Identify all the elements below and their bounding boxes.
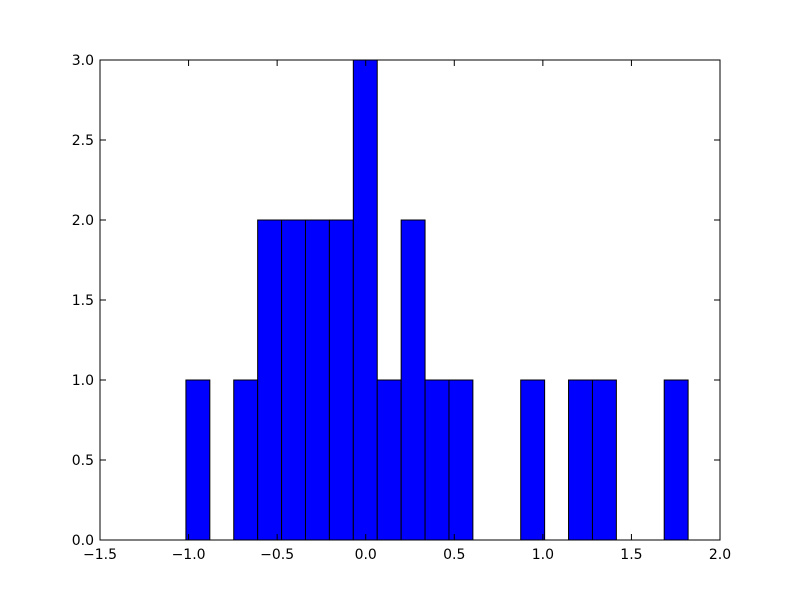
x-tick-label: −1.0 [172,547,206,563]
histogram-bar [233,379,259,541]
y-tick-label: 1.5 [72,293,94,309]
histogram-bar [663,379,689,541]
histogram-bar [257,219,283,541]
y-tick-label: 1.0 [72,373,94,389]
histogram-bar [400,219,426,541]
y-tick-label: 0.0 [72,533,94,549]
histogram-bar [281,219,306,541]
y-tick-label: 2.0 [72,213,94,229]
histogram-bar [520,379,546,541]
histogram-bar [448,379,474,541]
x-tick-label: 0.5 [443,547,465,563]
histogram-bar [185,379,211,541]
x-tick-label: 1.0 [532,547,554,563]
histogram-bar [352,59,378,541]
x-tick-label: −0.5 [260,547,294,563]
x-tick-label: 0.0 [355,547,377,563]
y-tick-label: 0.5 [72,453,94,469]
histogram-bar [591,379,617,541]
y-tick-label: 3.0 [72,53,94,69]
x-tick-label: 2.0 [709,547,731,563]
histogram-bar [328,219,354,541]
histogram-bar [376,379,402,541]
histogram-bar [568,379,593,541]
x-tick-label: −1.5 [83,547,117,563]
histogram-bar [424,379,450,541]
histogram-bar [304,219,330,541]
x-tick-label: 1.5 [620,547,642,563]
y-tick-label: 2.5 [72,133,94,149]
